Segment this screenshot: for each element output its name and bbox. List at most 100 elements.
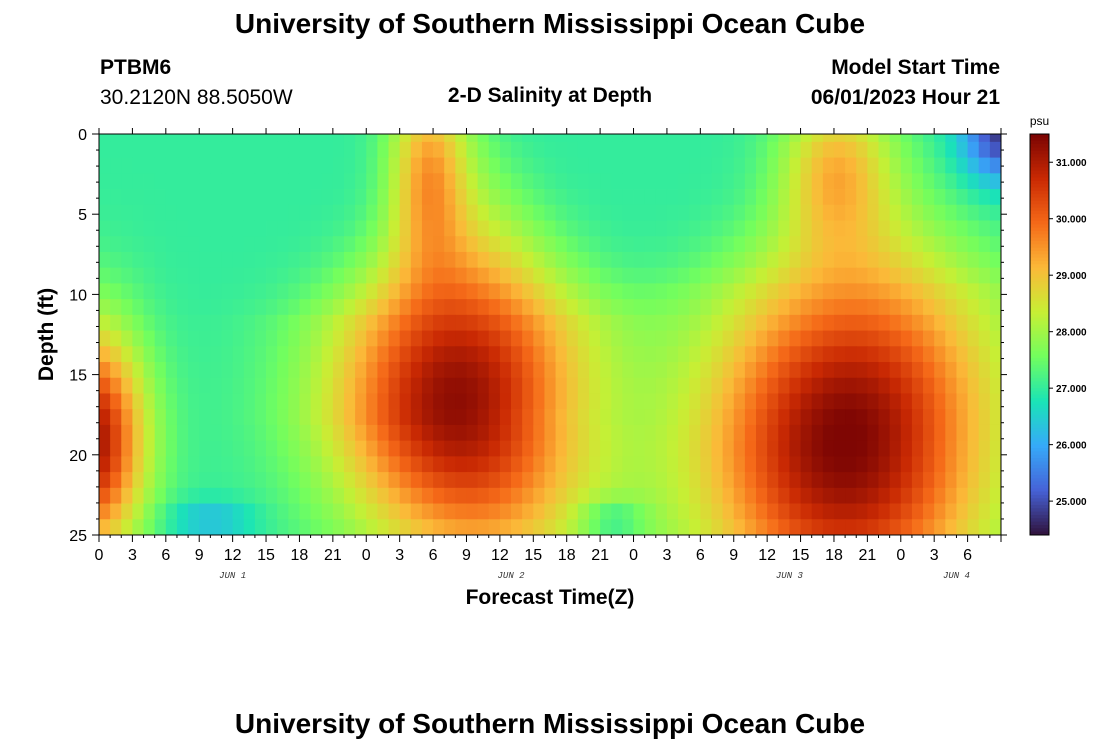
heatmap-cell (221, 299, 234, 316)
heatmap-cell (533, 519, 545, 536)
heatmap-cell (923, 283, 935, 300)
heatmap-cell (188, 251, 200, 269)
heatmap-cell (288, 519, 300, 536)
x-tick-label: 0 (95, 547, 104, 564)
heatmap-cell (600, 424, 612, 442)
heatmap-cell (154, 267, 167, 284)
heatmap-cell (689, 409, 701, 426)
colorbar-segment (1030, 374, 1049, 379)
heatmap-cell (811, 393, 824, 410)
heatmap-cell (689, 424, 701, 442)
heatmap-cell (154, 204, 167, 221)
heatmap-cell (466, 157, 479, 174)
heatmap-cell (511, 440, 523, 457)
colorbar-segment (1030, 164, 1049, 168)
heatmap-cell (733, 173, 746, 190)
heatmap-cell (555, 472, 568, 489)
heatmap-cell (600, 377, 612, 394)
heatmap-cell (923, 173, 935, 190)
heatmap-cell (733, 472, 746, 489)
heatmap-cell (143, 141, 156, 158)
heatmap-cell (154, 330, 167, 347)
colorbar-segment (1030, 234, 1049, 239)
heatmap-cell (666, 393, 679, 410)
heatmap-cell (722, 519, 735, 536)
heatmap-cell (833, 267, 846, 284)
colorbar-segment (1030, 170, 1049, 175)
heatmap-cell (900, 299, 913, 316)
heatmap-cell (321, 472, 334, 489)
heatmap-cell (377, 440, 389, 457)
heatmap-cell (778, 204, 790, 221)
heatmap-cell (622, 362, 634, 379)
heatmap-cell (767, 299, 779, 316)
heatmap-cell (923, 134, 935, 143)
heatmap-cell (121, 251, 133, 269)
heatmap-cell (277, 377, 289, 394)
heatmap-cell (321, 220, 334, 237)
heatmap-cell (945, 267, 957, 284)
heatmap-cell (744, 251, 757, 269)
heatmap-cell (989, 409, 1002, 426)
heatmap-cell (355, 346, 367, 363)
heatmap-cell (343, 189, 356, 206)
heatmap-cell (622, 346, 634, 363)
heatmap-cell (744, 346, 757, 363)
heatmap-cell (544, 157, 556, 174)
heatmap-cell (588, 314, 601, 331)
colorbar-segment (1030, 244, 1049, 249)
heatmap-cell (299, 503, 311, 520)
heatmap-cell (989, 362, 1002, 379)
colorbar-segment (1030, 498, 1049, 503)
heatmap-cell (566, 330, 579, 347)
heatmap-cell (678, 456, 690, 473)
heatmap-cell (121, 377, 133, 394)
heatmap-cell (522, 519, 534, 536)
heatmap-cell (678, 314, 690, 331)
heatmap-cell (254, 503, 267, 520)
heatmap-cell (644, 299, 657, 316)
heatmap-cell (800, 204, 813, 221)
heatmap-cell (789, 487, 801, 504)
heatmap-cell (310, 141, 323, 158)
heatmap-cell (188, 283, 200, 300)
heatmap-cell (744, 299, 757, 316)
heatmap-cell (934, 267, 946, 284)
heatmap-cell (878, 409, 891, 426)
heatmap-cell (410, 220, 423, 237)
heatmap-cell (533, 362, 545, 379)
heatmap-cell (544, 134, 556, 143)
heatmap-cell (199, 134, 211, 143)
heatmap-cell (499, 440, 512, 457)
heatmap-cell (399, 487, 412, 504)
heatmap-cell (900, 251, 913, 269)
heatmap-cell (499, 283, 512, 300)
heatmap-cell (800, 472, 813, 489)
heatmap-cell (421, 204, 434, 221)
heatmap-cell (388, 362, 401, 379)
heatmap-cell (377, 251, 389, 269)
heatmap-cell (477, 204, 490, 221)
heatmap-cell (488, 173, 501, 190)
heatmap-cell (143, 220, 156, 237)
heatmap-cell (176, 141, 189, 158)
x-tick-label: 6 (429, 547, 438, 564)
heatmap-cell (455, 330, 467, 347)
heatmap-cell (533, 393, 545, 410)
heatmap-cell (923, 314, 935, 331)
heatmap-cell (655, 409, 668, 426)
heatmap-cell (566, 173, 579, 190)
heatmap-cell (867, 330, 879, 347)
heatmap-cell (923, 519, 935, 536)
heatmap-cell (555, 220, 568, 237)
heatmap-cell (288, 220, 300, 237)
heatmap-cell (343, 134, 356, 143)
heatmap-cell (733, 456, 746, 473)
heatmap-cell (455, 393, 467, 410)
heatmap-cell (889, 220, 902, 237)
heatmap-cell (945, 503, 957, 520)
heatmap-cell (711, 173, 724, 190)
heatmap-cell (511, 314, 523, 331)
heatmap-cell (488, 440, 501, 457)
heatmap-cell (744, 503, 757, 520)
